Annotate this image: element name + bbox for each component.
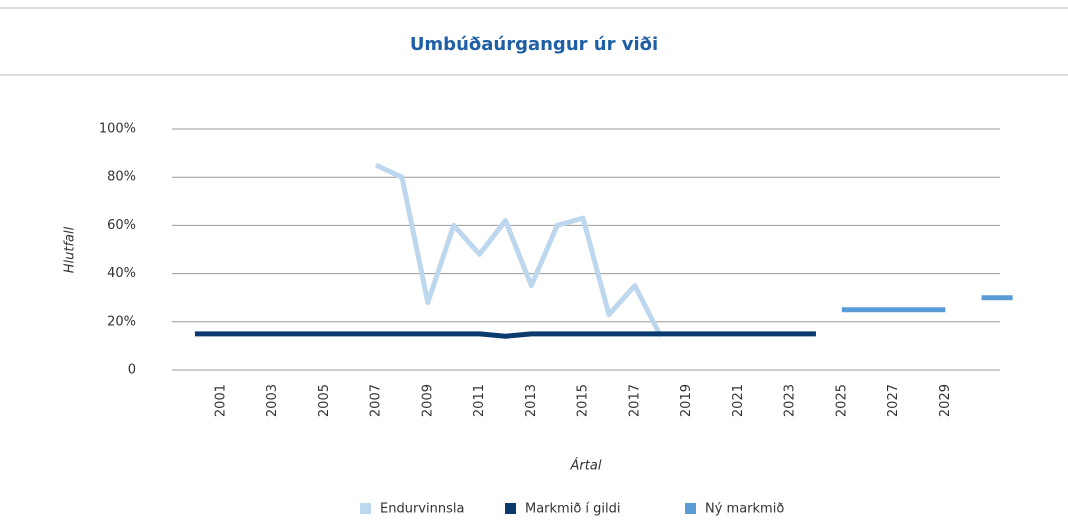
x-tick-label: 2023 [783, 384, 798, 417]
x-tick-label: 2021 [731, 384, 746, 417]
series-line [375, 162, 663, 338]
legend-swatch [685, 503, 696, 514]
y-tick-label: 60% [107, 218, 136, 233]
x-tick-label: 2007 [369, 384, 384, 417]
y-tick-label: 80% [107, 170, 136, 185]
legend-label: Markmið í gildi [525, 502, 621, 517]
x-tick-label: 2025 [834, 384, 849, 417]
x-tick-label: 2017 [627, 384, 642, 417]
legend-label: Ný markmið [705, 502, 784, 517]
x-tick-label: 2009 [420, 384, 435, 417]
y-tick-label: 40% [107, 266, 136, 281]
x-tick-label: 2005 [317, 384, 332, 417]
x-tick-label: 2001 [213, 384, 228, 417]
x-tick-label: 2019 [679, 384, 694, 417]
x-axis-label: Ártal [570, 458, 602, 474]
x-tick-label: 2015 [576, 384, 591, 417]
x-tick-label: 2011 [472, 384, 487, 417]
x-tick-label: 2027 [886, 384, 901, 417]
chart-title: Umbúðaúrgangur úr viði [410, 34, 658, 55]
legend-label: Endurvinnsla [380, 502, 464, 517]
y-tick-label: 20% [107, 314, 136, 329]
legend-swatch [505, 503, 516, 514]
y-axis-label: Hlutfall [63, 226, 78, 273]
y-tick-label: 0 [128, 363, 136, 378]
x-tick-label: 2003 [265, 384, 280, 417]
x-tick-label: 2013 [524, 384, 539, 417]
legend-swatch [360, 503, 371, 514]
y-tick-label: 100% [99, 122, 136, 137]
series-line [194, 331, 816, 339]
x-tick-label: 2029 [938, 384, 953, 417]
